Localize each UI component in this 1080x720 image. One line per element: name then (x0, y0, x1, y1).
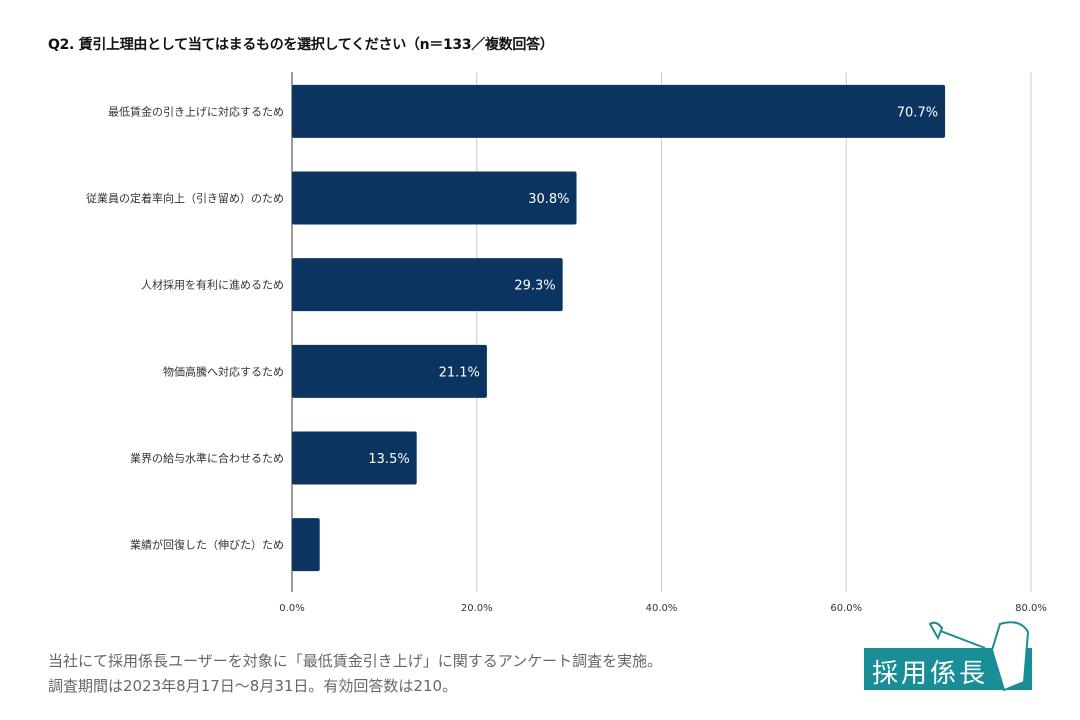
chart-title: Q2. 賃引上理由として当てはまるものを選択してください（n＝133／複数回答） (48, 37, 554, 53)
x-tick-label: 80.0% (1015, 603, 1047, 614)
category-label: 物価高騰へ対応するため (163, 364, 284, 378)
category-label: 最低賃金の引き上げに対応するため (108, 104, 284, 118)
category-label: 人材採用を有利に進めるため (141, 278, 284, 292)
bar-chart: 0.0% 20.0% 40.0% 60.0% 80.0% 最低賃金の引き上げに対応するため… (86, 72, 1047, 614)
data-label: 13.5% (368, 452, 409, 467)
note-period: 調査期間は2023年8月17日〜8月31日。有効回答数は210。 (48, 677, 458, 695)
x-tick-label: 40.0% (646, 603, 678, 614)
data-label: 29.3% (514, 279, 555, 294)
logo: 採用係長 (864, 621, 1032, 692)
note-survey: 当社にて採用係長ユーザーを対象に「最低賃金引き上げ」に関するアンケート調査を実施… (48, 652, 663, 670)
data-label: 30.8% (528, 192, 569, 207)
bar (292, 171, 577, 225)
x-tick-label: 0.0% (279, 603, 304, 614)
bar (292, 344, 487, 398)
x-tick-label: 20.0% (461, 603, 493, 614)
category-label: 従業員の定着率向上（引き留め）のため (86, 191, 284, 205)
bar (292, 518, 320, 572)
data-label: 70.7% (897, 105, 938, 120)
bar (292, 258, 563, 312)
data-label: 21.1% (439, 365, 480, 380)
svg-text:採用係長: 採用係長 (872, 659, 988, 689)
bar (292, 431, 417, 485)
category-label: 業績が回復した（伸びた）ため (130, 538, 284, 552)
x-tick-label: 60.0% (830, 603, 862, 614)
category-label: 業界の給与水準に合わせるため (130, 451, 284, 465)
bar (292, 84, 946, 138)
